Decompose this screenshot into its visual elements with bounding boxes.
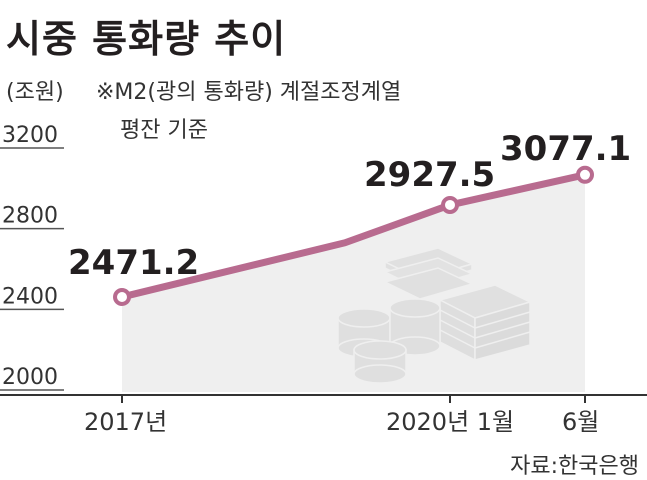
data-point <box>576 165 594 184</box>
area-fill <box>122 174 585 392</box>
x-tick-label: 2017년 <box>84 408 167 436</box>
y-tick-label: 3200 <box>2 123 58 148</box>
data-label: 2471.2 <box>68 243 199 283</box>
data-label: 3077.1 <box>500 129 631 169</box>
chart-note-line2: 평잔 기준 <box>120 118 208 143</box>
x-tick-label: 6월 <box>562 408 599 436</box>
y-tick-label: 2000 <box>2 365 58 390</box>
source-label: 자료:한국은행 <box>510 454 639 479</box>
data-point <box>441 195 459 214</box>
chart-note-line1: ※M2(광의 통화량) 계절조정계열 <box>96 80 402 105</box>
data-label: 2927.5 <box>364 155 495 195</box>
y-axis-unit: (조원) <box>6 80 64 105</box>
chart-title: 시중 통화량 추이 <box>6 17 287 61</box>
y-tick-label: 2800 <box>2 204 58 229</box>
x-tick-label: 2020년 1월 <box>386 408 514 436</box>
data-point <box>113 287 131 306</box>
series-line <box>118 171 589 301</box>
y-tick-label: 2400 <box>2 284 58 309</box>
